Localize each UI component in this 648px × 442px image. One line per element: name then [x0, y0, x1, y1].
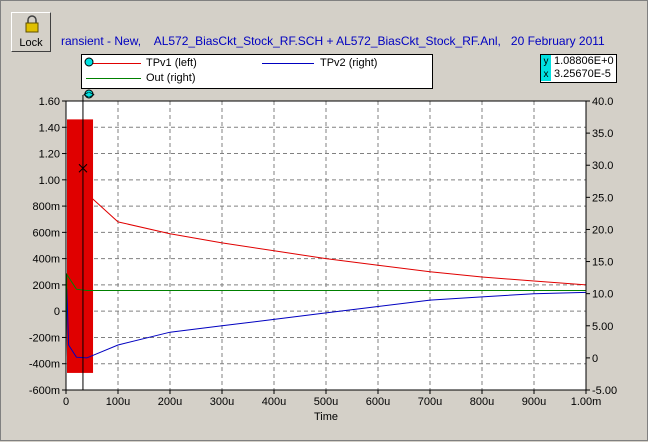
y-right-tick-label: 15.0	[592, 257, 613, 269]
cursor-x-value: 3.25670E-5	[554, 68, 611, 80]
x-tick-label: 300u	[210, 396, 234, 408]
y-right-tick-label: -5.00	[592, 385, 617, 397]
x-tick-label: 500u	[314, 396, 338, 408]
y-right-tick-label: 5.00	[592, 321, 613, 333]
series-line-tpv1	[91, 197, 587, 286]
y-left-tick-label: 0	[54, 306, 60, 318]
x-tick-label: 400u	[262, 396, 286, 408]
cursor-x-tag: x	[541, 68, 551, 81]
lock-icon	[25, 15, 39, 33]
cursor-crosshair	[78, 163, 88, 173]
y-left-tick-label: -200m	[29, 332, 60, 344]
cursor-marker-label: <>	[83, 90, 95, 101]
x-tick-label: 200u	[158, 396, 182, 408]
y-left-tick-label: 200m	[32, 280, 60, 292]
legend[interactable]: TPv1 (left) TPv2 (right) Out (right)	[81, 54, 433, 89]
series-line-tpv2	[65, 288, 587, 359]
y-right-tick-label: 10.0	[592, 289, 613, 301]
y-right-tick-label: 35.0	[592, 128, 613, 140]
y-right-tick-label: 20.0	[592, 224, 613, 236]
x-tick-label: 700u	[418, 396, 442, 408]
y-right-tick-label: 0	[592, 353, 598, 365]
legend-line-out	[86, 78, 141, 79]
cursor-y-tag: y	[541, 55, 551, 68]
series-line-out	[65, 272, 586, 358]
y-left-tick-label: 600m	[32, 227, 60, 239]
y-left-tick-label: 1.60	[39, 96, 60, 108]
lock-label: Lock	[19, 37, 43, 49]
y-left-tick-label: 400m	[32, 254, 60, 266]
x-tick-label: 900u	[522, 396, 546, 408]
y-left-tick-label: 1.20	[39, 149, 60, 161]
x-tick-label: 0	[63, 396, 69, 408]
cursor-handle-icon[interactable]	[84, 89, 94, 99]
y-left-tick-label: -400m	[29, 359, 60, 371]
legend-cursor-dot-icon	[84, 57, 94, 67]
y-right-tick-label: 30.0	[592, 160, 613, 172]
legend-line-tpv1	[86, 63, 141, 64]
y-left-tick-label: 1.00	[39, 175, 60, 187]
y-right-tick-label: 25.0	[592, 192, 613, 204]
legend-label-out: Out (right)	[146, 72, 196, 84]
lock-button[interactable]: Lock	[11, 12, 51, 52]
y-left-tick-label: 800m	[32, 201, 60, 213]
legend-line-tpv2	[262, 63, 314, 64]
x-axis-label: Time	[314, 411, 338, 423]
cursor-y-value: 1.08806E+0	[554, 55, 614, 67]
y-right-tick-label: 40.0	[592, 96, 613, 108]
legend-label-tpv1: TPv1 (left)	[146, 57, 197, 69]
x-tick-label: 800u	[470, 396, 494, 408]
tpv1-oscillation-band	[67, 119, 94, 373]
legend-label-tpv2: TPv2 (right)	[320, 57, 378, 69]
x-tick-label: 1.00m	[571, 396, 602, 408]
y-left-tick-label: -600m	[29, 385, 60, 397]
analysis-title: ransient - New, AL572_BiasCkt_Stock_RF.S…	[61, 34, 605, 48]
cursor-readout: y 1.08806E+0 x 3.25670E-5	[540, 54, 617, 83]
y-left-tick-label: 1.40	[39, 122, 60, 134]
x-tick-label: 100u	[106, 396, 130, 408]
x-tick-label: 600u	[366, 396, 390, 408]
